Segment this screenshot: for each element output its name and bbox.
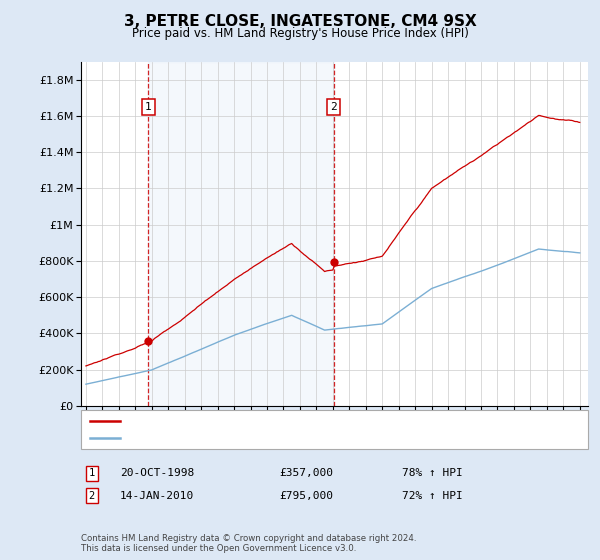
Text: 1: 1 <box>89 468 95 478</box>
Text: 2: 2 <box>89 491 95 501</box>
Text: 20-OCT-1998: 20-OCT-1998 <box>120 468 194 478</box>
Text: 1: 1 <box>145 102 152 112</box>
Bar <box>148 62 334 406</box>
Text: 72% ↑ HPI: 72% ↑ HPI <box>402 491 463 501</box>
Text: 78% ↑ HPI: 78% ↑ HPI <box>402 468 463 478</box>
Text: Contains HM Land Registry data © Crown copyright and database right 2024.
This d: Contains HM Land Registry data © Crown c… <box>81 534 416 553</box>
Text: 2: 2 <box>330 102 337 112</box>
Text: £357,000: £357,000 <box>279 468 333 478</box>
Text: 14-JAN-2010: 14-JAN-2010 <box>120 491 194 501</box>
Text: HPI: Average price, detached house, Brentwood: HPI: Average price, detached house, Bren… <box>126 433 407 444</box>
Text: Price paid vs. HM Land Registry's House Price Index (HPI): Price paid vs. HM Land Registry's House … <box>131 27 469 40</box>
Text: £795,000: £795,000 <box>279 491 333 501</box>
Text: 3, PETRE CLOSE, INGATESTONE, CM4 9SX: 3, PETRE CLOSE, INGATESTONE, CM4 9SX <box>124 14 476 29</box>
Text: 3, PETRE CLOSE, INGATESTONE, CM4 9SX (detached house): 3, PETRE CLOSE, INGATESTONE, CM4 9SX (de… <box>126 416 457 426</box>
